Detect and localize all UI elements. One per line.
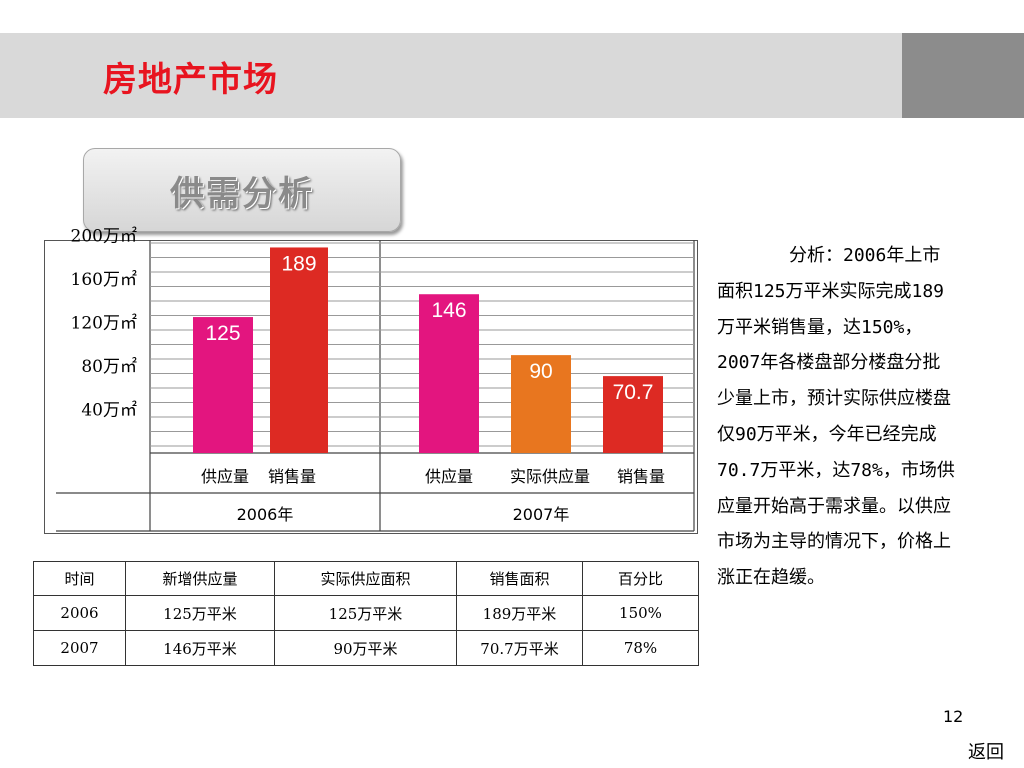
page-title: 房地产市场 xyxy=(103,60,278,100)
table-cell: 90万平米 xyxy=(274,630,457,666)
section-button-label: 供需分析 xyxy=(170,173,314,214)
table-cell: 70.7万平米 xyxy=(456,630,583,666)
table-header-row: 时间 新增供应量 实际供应面积 销售面积 百分比 xyxy=(33,561,699,596)
back-link[interactable]: 返回 xyxy=(968,742,1004,763)
supply-demand-button[interactable]: 供需分析 xyxy=(83,148,401,232)
table-cell: 78% xyxy=(582,630,699,666)
table-cell: 125万平米 xyxy=(274,595,457,631)
table-row: 2007 146万平米 90万平米 70.7万平米 78% xyxy=(33,630,699,666)
page-number: 12 xyxy=(943,707,964,726)
header-accent-block xyxy=(902,33,1024,118)
analysis-note: 分析：2006年上市面积125万平米实际完成189万平米销售量，达150%，20… xyxy=(717,238,957,596)
table-cell: 146万平米 xyxy=(125,630,275,666)
table-row: 2006 125万平米 125万平米 189万平米 150% xyxy=(33,595,699,631)
col-header-sales-area: 销售面积 xyxy=(456,561,583,596)
table-cell: 2007 xyxy=(33,630,126,666)
col-header-new-supply: 新增供应量 xyxy=(125,561,275,596)
col-header-actual-supply: 实际供应面积 xyxy=(274,561,457,596)
col-header-time: 时间 xyxy=(33,561,126,596)
data-table: 时间 新增供应量 实际供应面积 销售面积 百分比 2006 125万平米 125… xyxy=(33,561,699,666)
chart-frame xyxy=(44,240,698,534)
table-cell: 189万平米 xyxy=(456,595,583,631)
analysis-text: 分析：2006年上市面积125万平米实际完成189万平米销售量，达150%，20… xyxy=(717,245,955,589)
table-cell: 125万平米 xyxy=(125,595,275,631)
header-band xyxy=(0,33,902,118)
table-cell: 2006 xyxy=(33,595,126,631)
table-cell: 150% xyxy=(582,595,699,631)
col-header-percent: 百分比 xyxy=(582,561,699,596)
